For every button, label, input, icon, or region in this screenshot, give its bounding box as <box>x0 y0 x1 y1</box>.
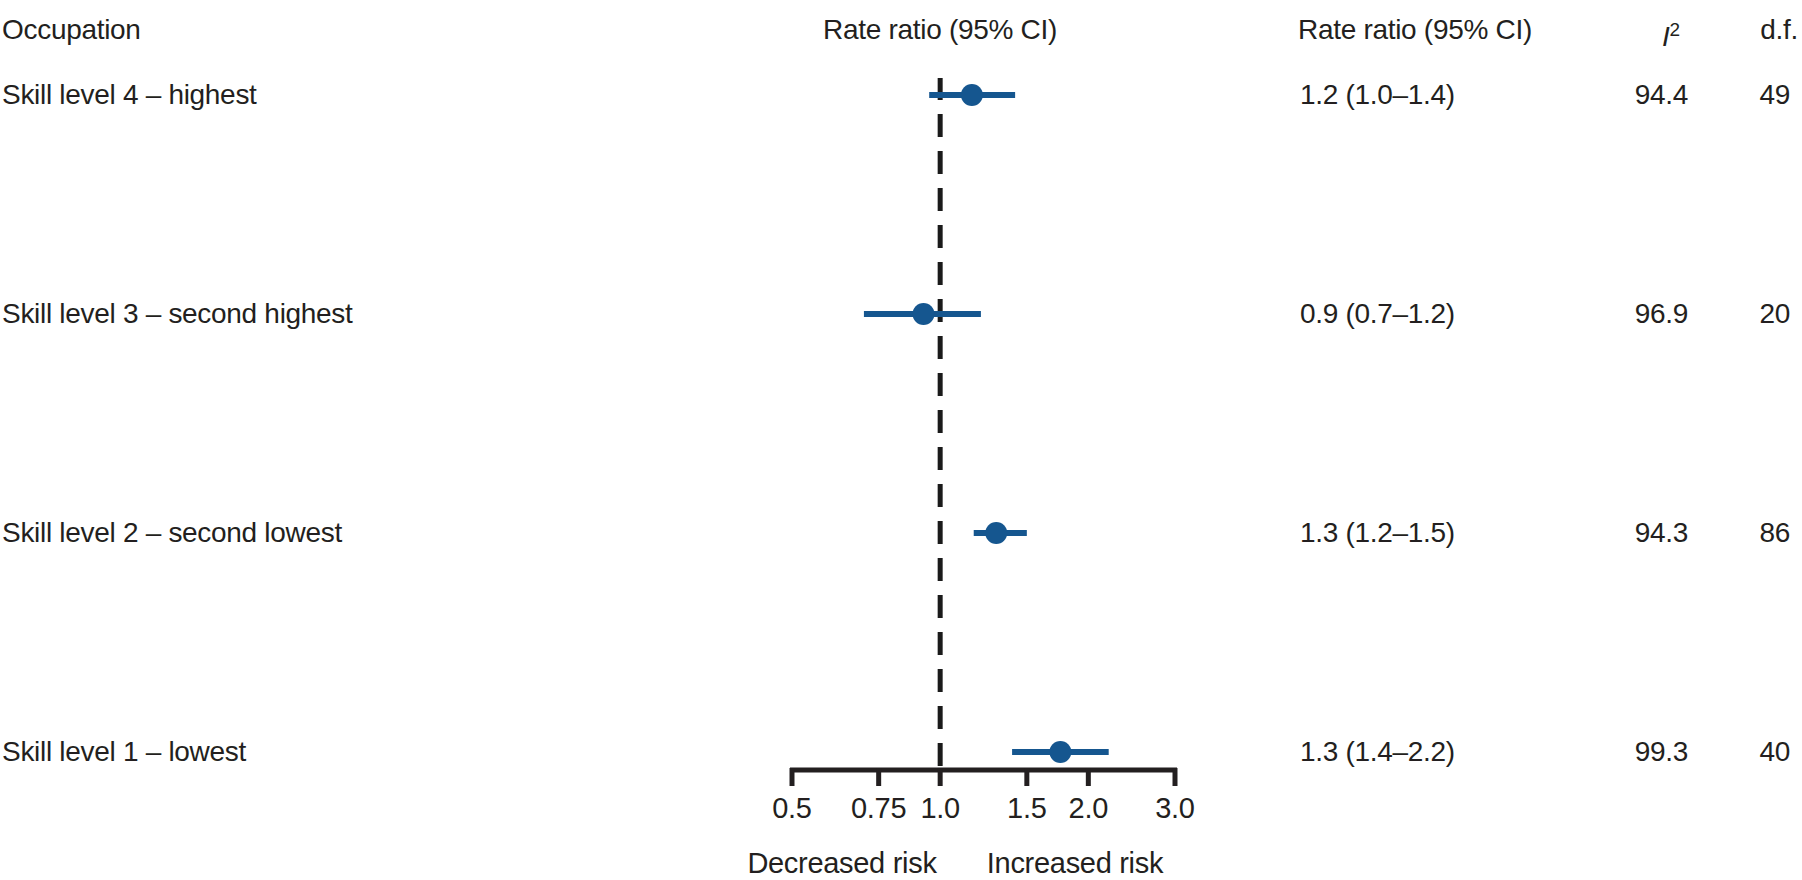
column-header-df: d.f. <box>1760 10 1798 50</box>
rate-ratio-value: 1.3 (1.2–1.5) <box>1300 513 1455 553</box>
i-squared-exponent: 2 <box>1669 19 1680 40</box>
df-value: 40 <box>1759 732 1790 772</box>
i-squared-value: 99.3 <box>1635 732 1688 772</box>
svg-text:1.5: 1.5 <box>1007 792 1046 824</box>
i-squared-value: 96.9 <box>1635 294 1688 334</box>
svg-text:2.0: 2.0 <box>1069 792 1108 824</box>
column-header-occupation: Occupation <box>2 10 141 50</box>
increased-risk-label: Increased risk <box>987 843 1163 880</box>
decreased-risk-label: Decreased risk <box>747 843 936 880</box>
row-label-skill-level-2: Skill level 2 – second lowest <box>2 513 342 553</box>
column-header-i-squared: I2 <box>1662 10 1680 57</box>
row-label-skill-level-1: Skill level 1 – lowest <box>2 732 246 772</box>
i-squared-value: 94.4 <box>1635 75 1688 115</box>
forest-plot-figure: Occupation Rate ratio (95% CI) Rate rati… <box>0 0 1802 880</box>
row-label-skill-level-4: Skill level 4 – highest <box>2 75 257 115</box>
df-value: 49 <box>1759 75 1790 115</box>
forest-plot-canvas: 0.5 0.75 1.0 1.5 2.0 3.0 <box>0 0 1802 880</box>
row-label-skill-level-3: Skill level 3 – second highest <box>2 294 353 334</box>
svg-text:0.75: 0.75 <box>851 792 906 824</box>
rate-ratio-value: 1.3 (1.4–2.2) <box>1300 732 1455 772</box>
df-value: 20 <box>1759 294 1790 334</box>
column-header-rate-ratio-plot: Rate ratio (95% CI) <box>823 10 1057 50</box>
rate-ratio-value: 1.2 (1.0–1.4) <box>1300 75 1455 115</box>
svg-text:0.5: 0.5 <box>772 792 811 824</box>
column-header-rate-ratio-text: Rate ratio (95% CI) <box>1298 10 1532 50</box>
rate-ratio-value: 0.9 (0.7–1.2) <box>1300 294 1455 334</box>
df-value: 86 <box>1759 513 1790 553</box>
svg-text:3.0: 3.0 <box>1155 792 1194 824</box>
svg-text:1.0: 1.0 <box>920 792 959 824</box>
i-squared-value: 94.3 <box>1635 513 1688 553</box>
